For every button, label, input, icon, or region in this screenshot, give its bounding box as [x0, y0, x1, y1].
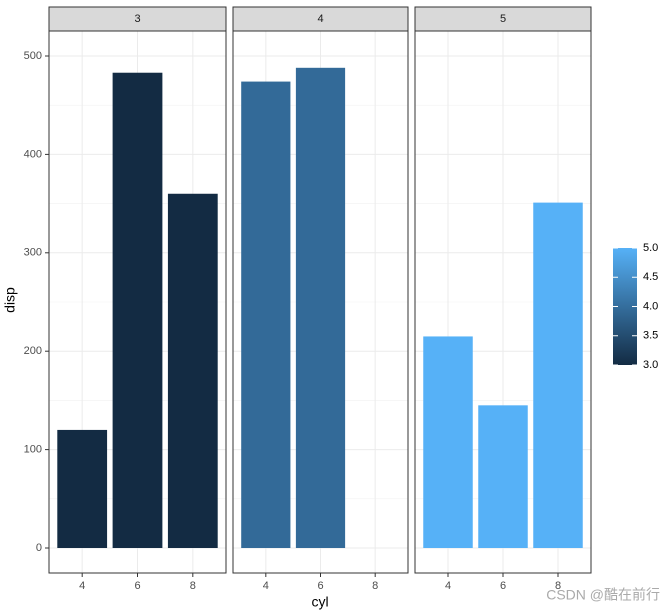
y-tick-label: 100: [24, 444, 42, 456]
x-tick-label: 4: [79, 580, 85, 592]
y-tick-label: 200: [24, 345, 42, 357]
x-tick-label: 4: [263, 580, 269, 592]
panel-border: [414, 30, 592, 574]
x-tick-label: 8: [555, 580, 561, 592]
bar: [533, 202, 583, 549]
x-tick-label: 6: [134, 580, 140, 592]
strip: [414, 6, 592, 32]
colorbar-label: 4.5: [643, 271, 658, 283]
x-axis-label: cyl: [311, 594, 328, 610]
strip-label: 4: [317, 13, 323, 25]
bar: [112, 72, 163, 549]
bar: [241, 81, 291, 549]
y-tick-label: 500: [24, 50, 42, 62]
colorbar-label: 4.0: [643, 300, 658, 312]
strip-label: 5: [500, 13, 506, 25]
colorbar-label: 3.5: [643, 330, 658, 342]
panel-border: [232, 30, 409, 574]
bar: [167, 193, 218, 549]
bar: [478, 405, 528, 549]
bar: [57, 429, 108, 549]
colorbar-label: 5.0: [643, 242, 658, 254]
bar: [295, 67, 346, 549]
x-tick-label: 6: [500, 580, 506, 592]
strip-label: 3: [134, 13, 140, 25]
y-tick-label: 300: [24, 247, 42, 259]
colorbar-label: 3.0: [643, 359, 658, 371]
strip: [232, 6, 409, 32]
x-tick-label: 8: [190, 580, 196, 592]
y-axis-label: disp: [2, 287, 18, 313]
y-tick-label: 400: [24, 148, 42, 160]
bar: [423, 336, 473, 549]
x-tick-label: 4: [445, 580, 451, 592]
x-tick-label: 8: [372, 580, 378, 592]
panel-border: [48, 30, 227, 574]
watermark: CSDN @酷在前行: [546, 587, 660, 603]
y-tick-label: 0: [36, 542, 42, 554]
x-tick-label: 6: [317, 580, 323, 592]
